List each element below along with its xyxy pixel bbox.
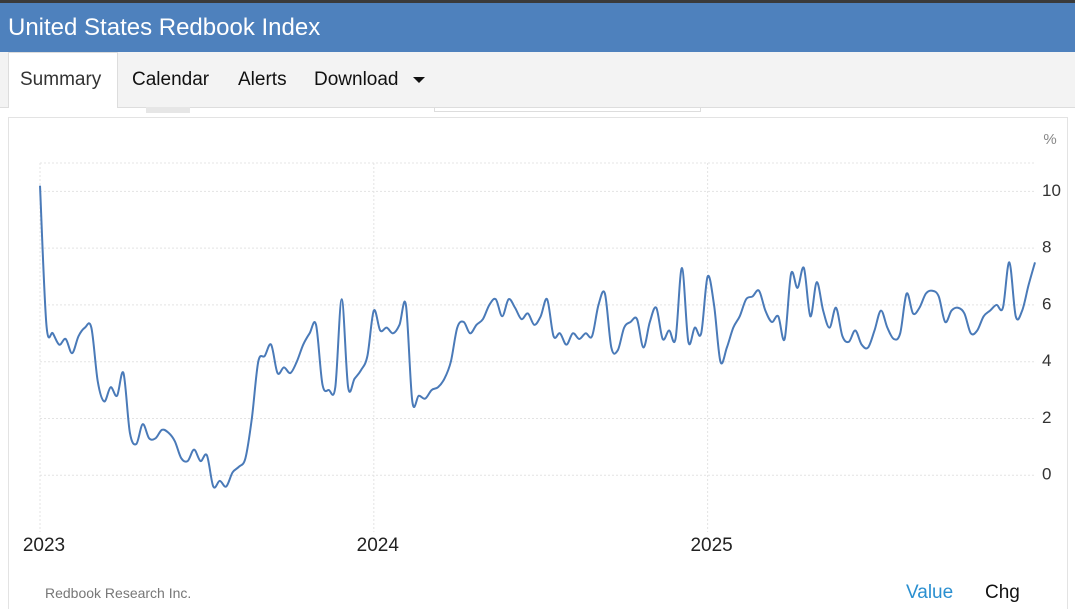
tab[interactable]: Alerts <box>238 69 287 90</box>
data-line <box>39 185 1036 489</box>
y-tick-label: 0 <box>1042 465 1051 484</box>
hidden-control <box>146 107 190 113</box>
tab[interactable]: Calendar <box>132 69 210 90</box>
top-border <box>0 0 1075 3</box>
y-tick-label: 8 <box>1042 238 1051 257</box>
tab[interactable]: Download <box>314 69 399 90</box>
y-unit: % <box>1043 131 1056 148</box>
dropdown-caret[interactable] <box>413 77 425 83</box>
tab[interactable]: Summary <box>20 69 102 90</box>
chg-button[interactable]: Chg <box>985 582 1020 603</box>
active-tab-background <box>8 52 118 108</box>
y-tick-label: 2 <box>1042 408 1051 427</box>
x-tick-label: 2024 <box>357 535 400 556</box>
page-title: United States Redbook Index <box>8 14 321 41</box>
y-tick-label: 6 <box>1042 294 1051 313</box>
chart-panel <box>8 117 1068 609</box>
source: Redbook Research Inc. <box>45 585 192 601</box>
x-tick-label: 2023 <box>23 535 65 556</box>
header-bar: United States Redbook Index <box>0 3 1075 52</box>
y-tick-label: 4 <box>1042 351 1051 370</box>
value-button[interactable]: Value <box>906 582 954 603</box>
hidden-input <box>434 107 701 112</box>
x-tick-label: 2025 <box>690 535 732 556</box>
y-tick-label: 10 <box>1042 181 1061 200</box>
tab-bar: Summary Calendar Alerts Download <box>0 52 1075 108</box>
